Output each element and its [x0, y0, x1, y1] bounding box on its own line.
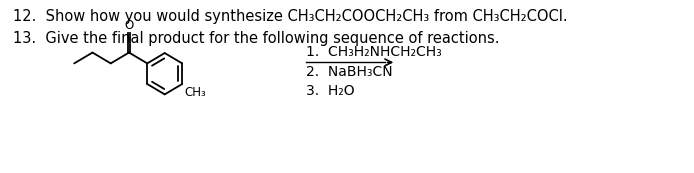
- Text: 13.  Give the final product for the following sequence of reactions.: 13. Give the final product for the follo…: [13, 31, 500, 46]
- Text: 2.  NaBH₃CN: 2. NaBH₃CN: [306, 65, 393, 79]
- Text: 1.  CH₃H₂NHCH₂CH₃: 1. CH₃H₂NHCH₂CH₃: [306, 45, 442, 60]
- Text: CH₃: CH₃: [184, 86, 206, 99]
- Text: 12.  Show how you would synthesize CH₃CH₂COOCH₂CH₃ from CH₃CH₂COCl.: 12. Show how you would synthesize CH₃CH₂…: [13, 9, 568, 24]
- Text: O: O: [124, 19, 134, 32]
- Text: 3.  H₂O: 3. H₂O: [306, 84, 355, 98]
